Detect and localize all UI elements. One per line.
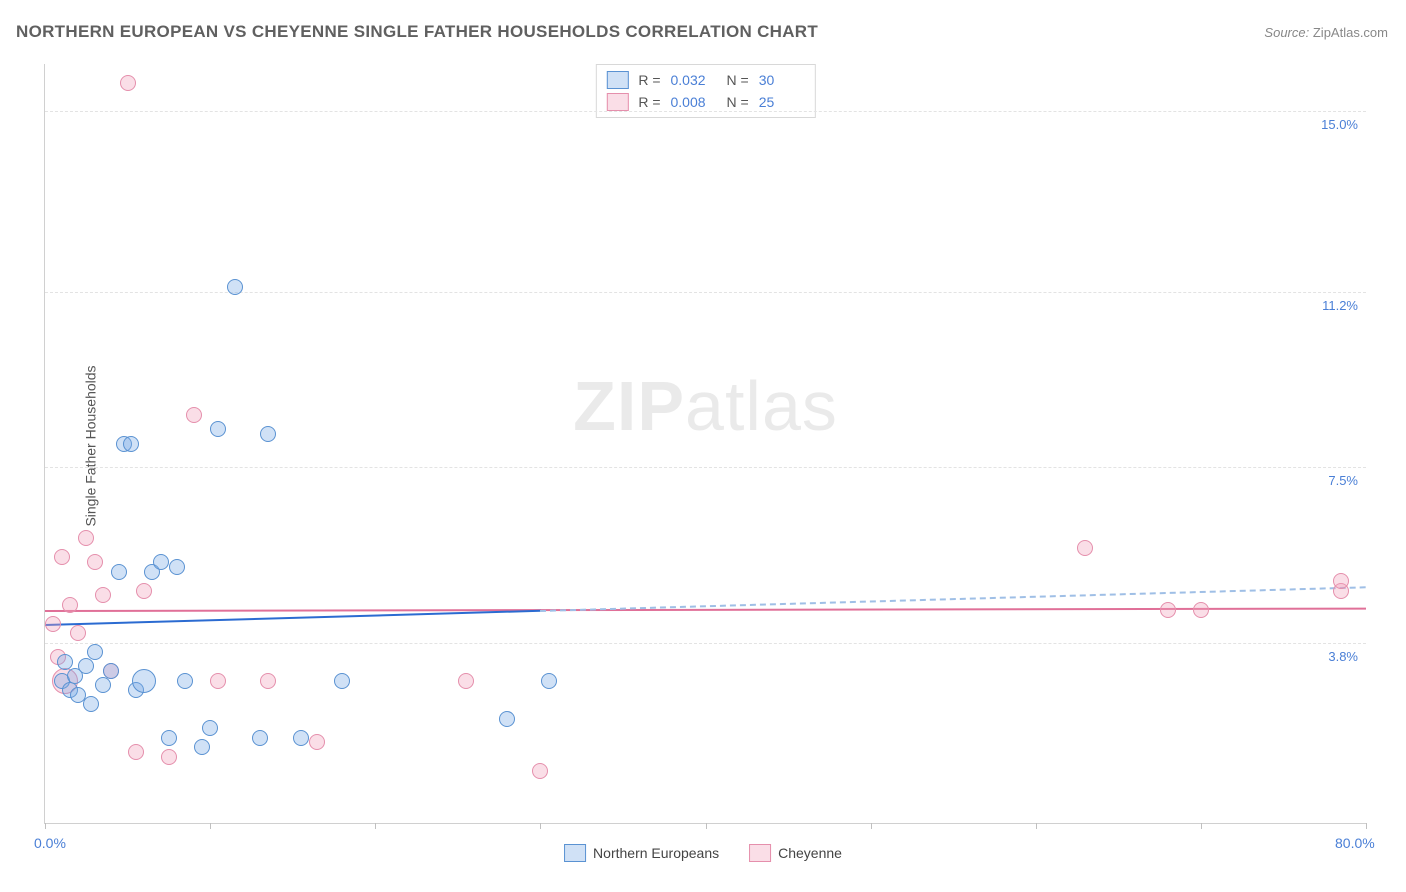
data-point-blue xyxy=(260,426,276,442)
x-tick xyxy=(1366,823,1367,829)
legend-row-blue: R = 0.032 N = 30 xyxy=(606,69,804,91)
data-point-blue xyxy=(227,279,243,295)
data-point-pink xyxy=(62,597,78,613)
data-point-blue xyxy=(293,730,309,746)
data-point-pink xyxy=(87,554,103,570)
data-point-blue xyxy=(103,663,119,679)
n-value-pink: 25 xyxy=(759,94,805,110)
x-tick xyxy=(375,823,376,829)
x-tick xyxy=(871,823,872,829)
data-point-pink xyxy=(532,763,548,779)
data-point-blue xyxy=(153,554,169,570)
n-value-blue: 30 xyxy=(759,72,805,88)
n-label: N = xyxy=(727,72,749,88)
data-point-pink xyxy=(186,407,202,423)
correlation-legend: R = 0.032 N = 30 R = 0.008 N = 25 xyxy=(595,64,815,118)
r-label: R = xyxy=(638,72,660,88)
y-tick-label: 11.2% xyxy=(1322,298,1358,313)
data-point-pink xyxy=(78,530,94,546)
data-point-pink xyxy=(1193,602,1209,618)
watermark: ZIPatlas xyxy=(573,366,838,446)
data-point-pink xyxy=(45,616,61,632)
x-tick xyxy=(1036,823,1037,829)
y-tick-label: 7.5% xyxy=(1328,473,1358,488)
data-point-blue xyxy=(83,696,99,712)
source-attribution: Source: ZipAtlas.com xyxy=(1264,25,1388,40)
legend-swatch-blue xyxy=(564,844,586,862)
data-point-blue xyxy=(78,658,94,674)
n-label: N = xyxy=(727,94,749,110)
data-point-blue xyxy=(177,673,193,689)
data-point-blue xyxy=(132,669,156,693)
data-point-blue xyxy=(87,644,103,660)
y-tick-label: 3.8% xyxy=(1328,649,1358,664)
source-value: ZipAtlas.com xyxy=(1313,25,1388,40)
data-point-pink xyxy=(210,673,226,689)
data-point-pink xyxy=(54,549,70,565)
legend-label-blue: Northern Europeans xyxy=(593,845,719,861)
gridline xyxy=(45,111,1366,112)
data-point-blue xyxy=(194,739,210,755)
r-value-blue: 0.032 xyxy=(671,72,717,88)
data-point-blue xyxy=(123,436,139,452)
data-point-pink xyxy=(95,587,111,603)
data-point-pink xyxy=(1077,540,1093,556)
trend-line-blue xyxy=(45,610,540,626)
data-point-blue xyxy=(95,677,111,693)
r-value-pink: 0.008 xyxy=(671,94,717,110)
watermark-atlas: atlas xyxy=(685,367,838,445)
data-point-pink xyxy=(309,734,325,750)
gridline xyxy=(45,467,1366,468)
data-point-blue xyxy=(252,730,268,746)
data-point-pink xyxy=(128,744,144,760)
x-tick xyxy=(210,823,211,829)
source-label: Source: xyxy=(1264,25,1309,40)
r-label: R = xyxy=(638,94,660,110)
data-point-blue xyxy=(161,730,177,746)
data-point-blue xyxy=(499,711,515,727)
legend-swatch-pink xyxy=(606,93,628,111)
data-point-blue xyxy=(57,654,73,670)
data-point-blue xyxy=(169,559,185,575)
data-point-pink xyxy=(161,749,177,765)
x-min-label: 0.0% xyxy=(34,835,66,851)
data-point-pink xyxy=(120,75,136,91)
legend-swatch-pink xyxy=(749,844,771,862)
data-point-pink xyxy=(1333,573,1349,589)
x-max-label: 80.0% xyxy=(1335,835,1375,851)
data-point-pink xyxy=(136,583,152,599)
legend-item-pink: Cheyenne xyxy=(749,844,842,862)
x-tick xyxy=(45,823,46,829)
series-legend: Northern Europeans Cheyenne xyxy=(564,844,842,862)
x-tick xyxy=(1201,823,1202,829)
x-tick xyxy=(706,823,707,829)
legend-label-pink: Cheyenne xyxy=(778,845,842,861)
scatter-chart: ZIPatlas R = 0.032 N = 30 R = 0.008 N = … xyxy=(44,64,1366,824)
legend-item-blue: Northern Europeans xyxy=(564,844,719,862)
legend-swatch-blue xyxy=(606,71,628,89)
data-point-blue xyxy=(210,421,226,437)
data-point-pink xyxy=(260,673,276,689)
chart-title: NORTHERN EUROPEAN VS CHEYENNE SINGLE FAT… xyxy=(16,22,818,42)
data-point-blue xyxy=(541,673,557,689)
x-tick xyxy=(540,823,541,829)
data-point-blue xyxy=(202,720,218,736)
y-tick-label: 15.0% xyxy=(1321,117,1358,132)
data-point-pink xyxy=(458,673,474,689)
data-point-blue xyxy=(334,673,350,689)
watermark-zip: ZIP xyxy=(573,367,685,445)
legend-row-pink: R = 0.008 N = 25 xyxy=(606,91,804,113)
data-point-pink xyxy=(1160,602,1176,618)
data-point-pink xyxy=(70,625,86,641)
gridline xyxy=(45,292,1366,293)
gridline xyxy=(45,643,1366,644)
data-point-blue xyxy=(111,564,127,580)
